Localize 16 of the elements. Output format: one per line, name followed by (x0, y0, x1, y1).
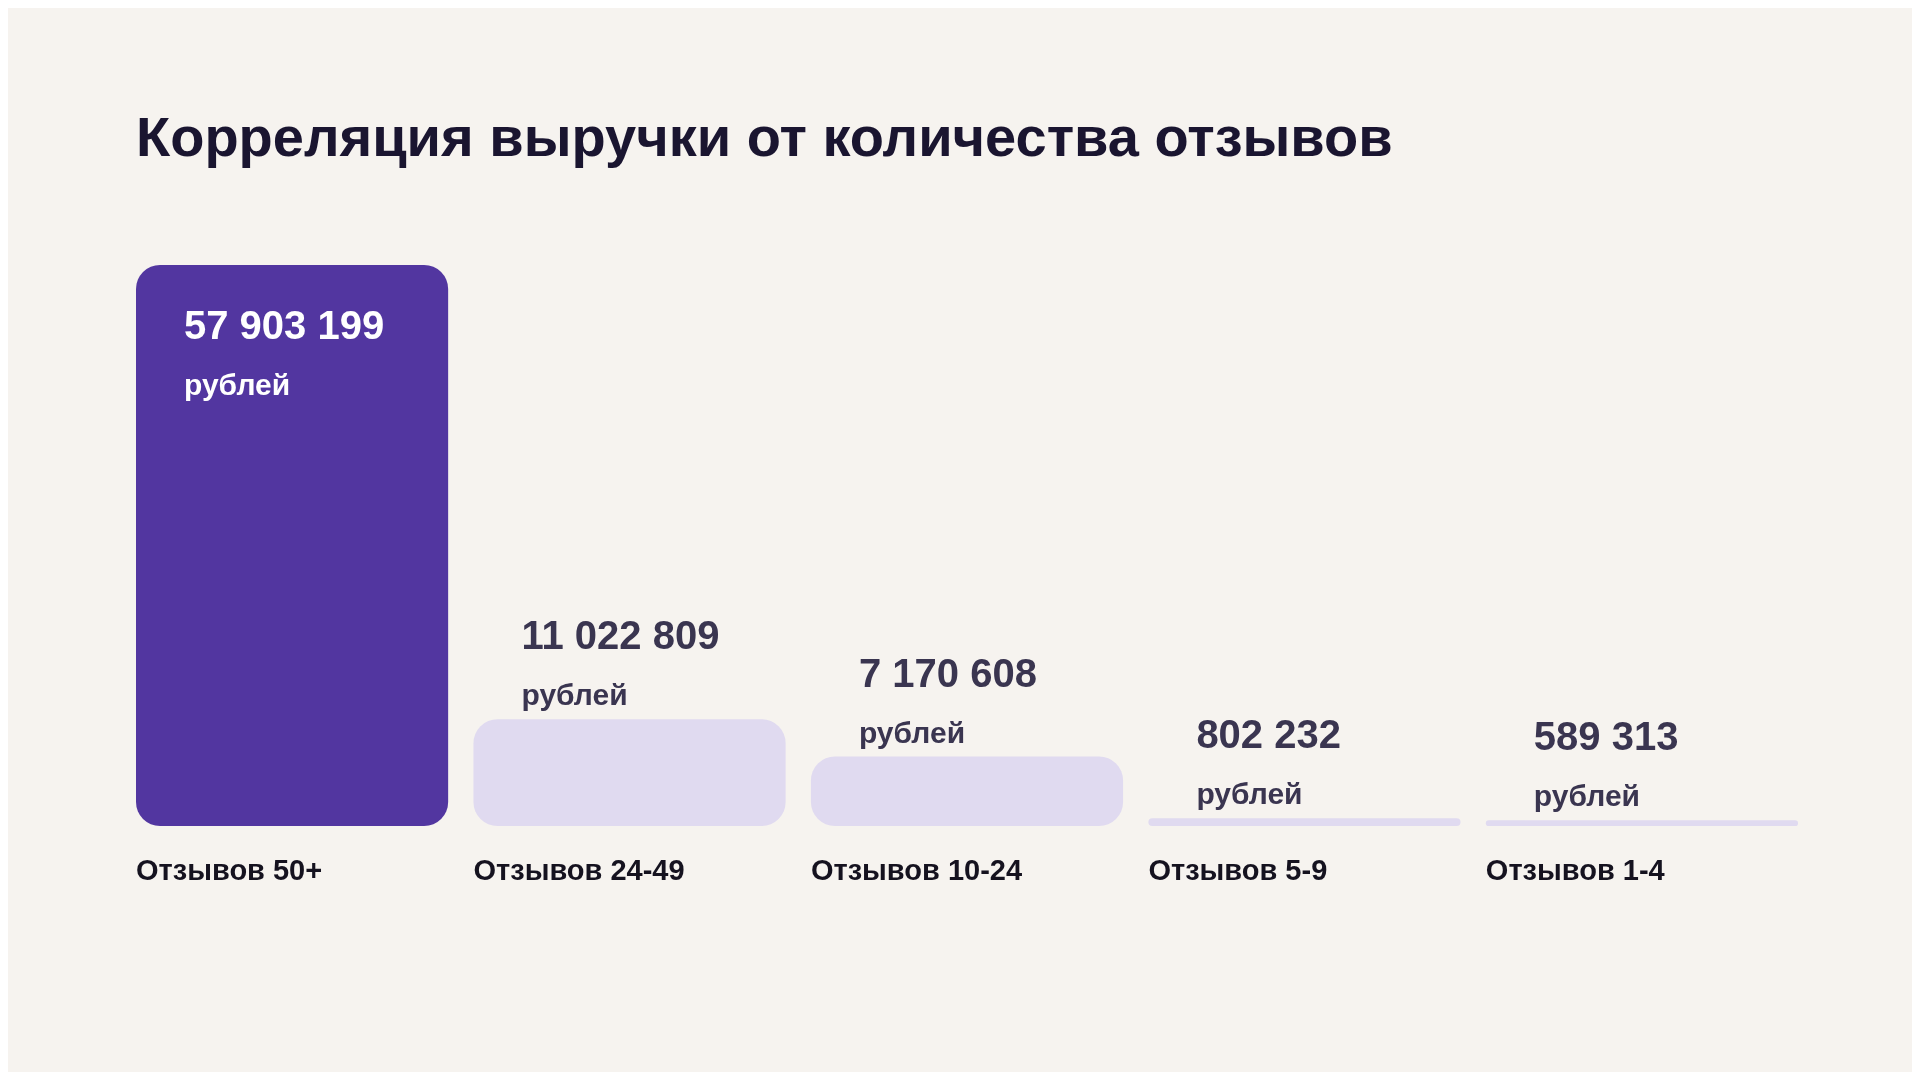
bar (136, 265, 449, 826)
x-tick-label: Отзывов 1-4 (1485, 854, 1665, 886)
x-tick-label: Отзывов 24-49 (473, 854, 685, 886)
x-tick-label: Отзывов 5-9 (1148, 854, 1328, 886)
x-tick-label: Отзывов 10-24 (810, 854, 1023, 886)
chart-title: Корреляция выручки от количества отзывов (136, 105, 1393, 168)
data-label: 802 232 рублей (1196, 712, 1341, 811)
x-tick-label: Отзывов 50+ (136, 854, 323, 886)
data-label: 589 313 рублей (1533, 714, 1679, 813)
data-label: 7 170 608 рублей (858, 650, 1037, 749)
bar (1148, 818, 1461, 826)
data-label: 11 022 809 рублей (521, 613, 720, 712)
bar (810, 756, 1124, 826)
bar (1485, 820, 1798, 826)
bar (473, 719, 786, 826)
data-label: 57 903 199 рублей (184, 303, 385, 401)
